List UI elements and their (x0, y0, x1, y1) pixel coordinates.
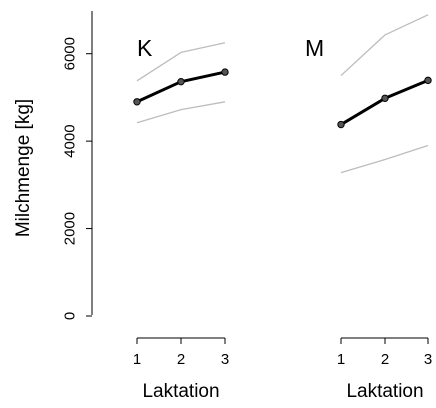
x-axis-title: Laktation (346, 381, 423, 402)
series-line-upper (340, 14, 429, 77)
x-tick-label: 3 (424, 351, 432, 368)
y-axis-title: Milchmenge [kg] (13, 99, 34, 237)
series-line-mean (340, 78, 429, 126)
y-axis: 0 2000 4000 6000 (61, 11, 93, 320)
y-tick-label: 6000 (61, 37, 78, 70)
data-point (133, 98, 141, 106)
data-point (337, 120, 345, 129)
series-line-upper (136, 42, 226, 82)
data-point (221, 68, 229, 76)
y-tick-label: 0 (61, 312, 78, 320)
x-tick-label: 1 (133, 351, 141, 368)
x-tick-label: 3 (221, 351, 229, 368)
x-axis-title: Laktation (142, 381, 219, 402)
panel-label: K (137, 35, 153, 61)
series-line-lower (340, 144, 429, 174)
y-tick-label: 2000 (61, 212, 78, 245)
series-line-mean (136, 70, 226, 104)
x-tick-label: 2 (381, 351, 389, 368)
y-tick-label: 4000 (61, 124, 78, 157)
x-tick-label: 2 (177, 351, 185, 368)
data-point (424, 76, 432, 85)
series-line-lower (136, 101, 226, 124)
panel-label: M (305, 35, 324, 61)
data-point (381, 94, 389, 103)
x-tick-label: 1 (337, 351, 345, 368)
data-point (177, 77, 185, 86)
